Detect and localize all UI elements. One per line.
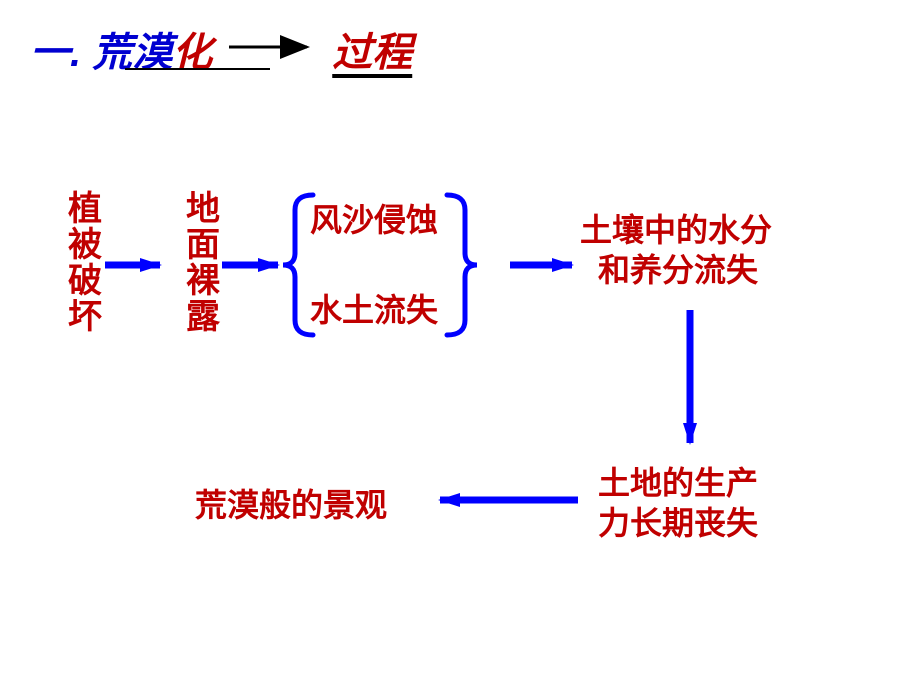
diagram-svg-layer — [0, 0, 920, 690]
title-right: 过程 — [332, 20, 412, 78]
node-n5_l1: 土地的生产 — [598, 463, 758, 503]
node-n4_l1: 土壤中的水分 — [580, 210, 772, 250]
title-arrow-slot — [227, 32, 317, 67]
node-n3a: 风沙侵蚀 — [310, 200, 438, 240]
node-n2: 地面裸露 — [178, 190, 221, 334]
node-n5_l2: 力长期丧失 — [598, 503, 758, 543]
title-underline-left — [125, 68, 270, 70]
node-n1: 植被破坏 — [60, 190, 103, 334]
node-n3b: 水土流失 — [310, 290, 438, 330]
arrow-icon — [227, 32, 317, 62]
node-n6: 荒漠般的景观 — [195, 485, 387, 525]
node-n4_l2: 和养分流失 — [598, 250, 758, 290]
